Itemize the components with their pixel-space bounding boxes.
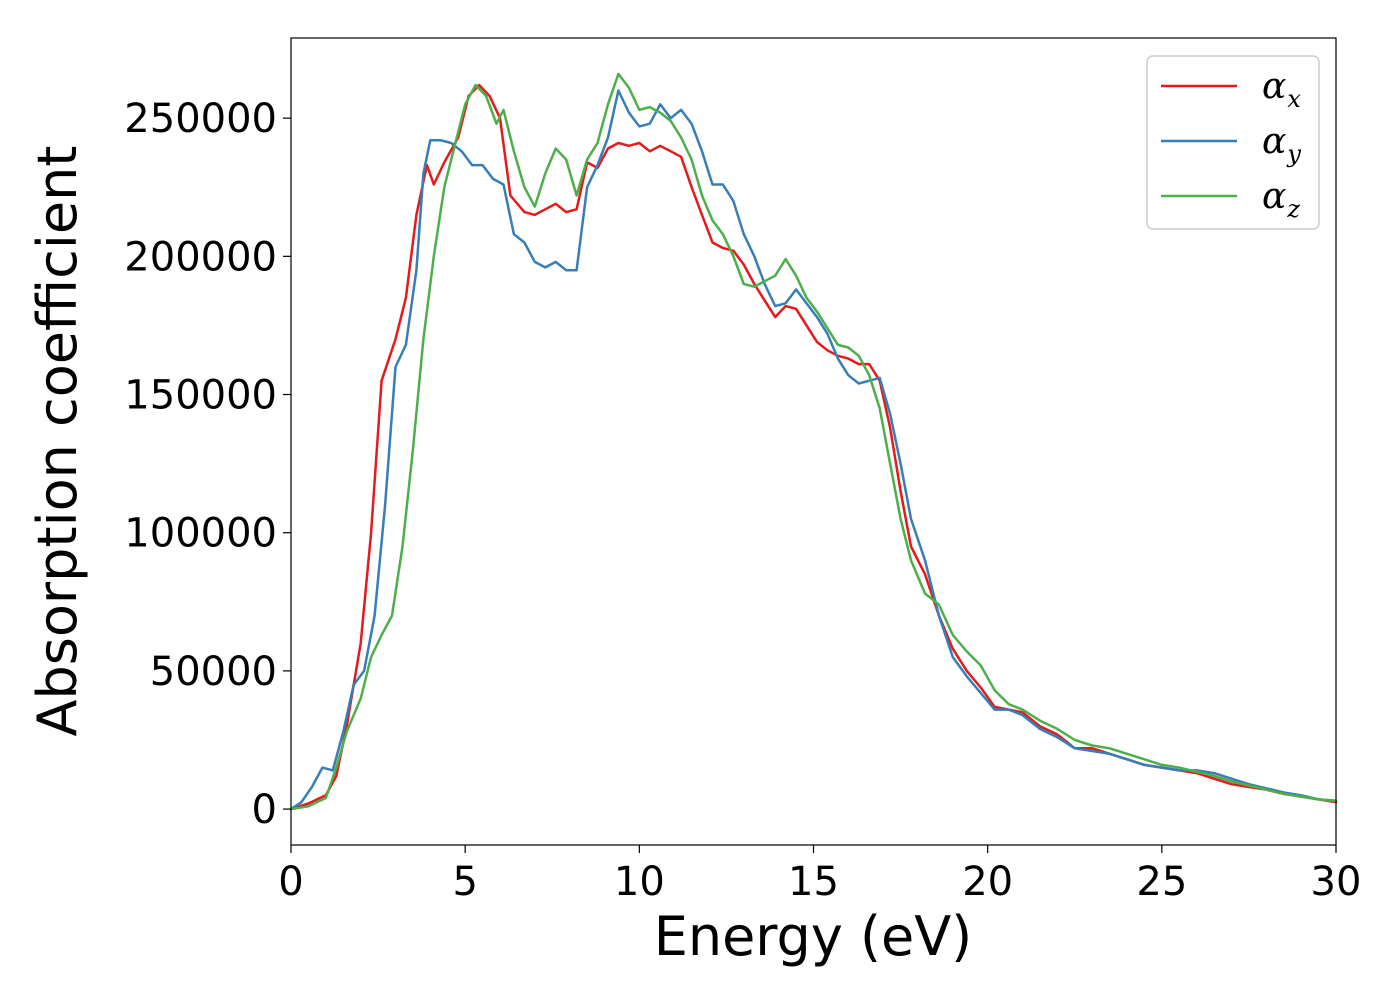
y-tick-label: 250000 bbox=[124, 96, 277, 142]
series-line-y bbox=[289, 89, 1338, 811]
y-tick-label: 200000 bbox=[124, 234, 277, 280]
x-tick-label: 20 bbox=[962, 859, 1013, 905]
y-tick-label: 150000 bbox=[124, 373, 277, 419]
x-axis-title: Energy (eV) bbox=[654, 905, 973, 968]
y-axis-title: Absorption coefficient bbox=[26, 146, 89, 737]
x-tick-label: 10 bbox=[614, 859, 665, 905]
x-tick-label: 5 bbox=[452, 859, 477, 905]
x-tick-label: 25 bbox=[1136, 859, 1187, 905]
y-axis: 0 50000 100000 150000 200000 250000 bbox=[124, 96, 291, 833]
series-line-z bbox=[289, 72, 1338, 811]
x-axis: 0 5 10 15 20 25 30 bbox=[278, 845, 1361, 905]
x-tick-label: 15 bbox=[788, 859, 839, 905]
y-tick-label: 0 bbox=[252, 787, 277, 833]
y-tick-label: 100000 bbox=[124, 511, 277, 557]
x-tick-label: 0 bbox=[278, 859, 303, 905]
x-tick-label: 30 bbox=[1311, 859, 1362, 905]
plot-lines bbox=[289, 72, 1338, 811]
legend-box bbox=[1146, 55, 1320, 230]
y-tick-label: 50000 bbox=[150, 649, 277, 695]
